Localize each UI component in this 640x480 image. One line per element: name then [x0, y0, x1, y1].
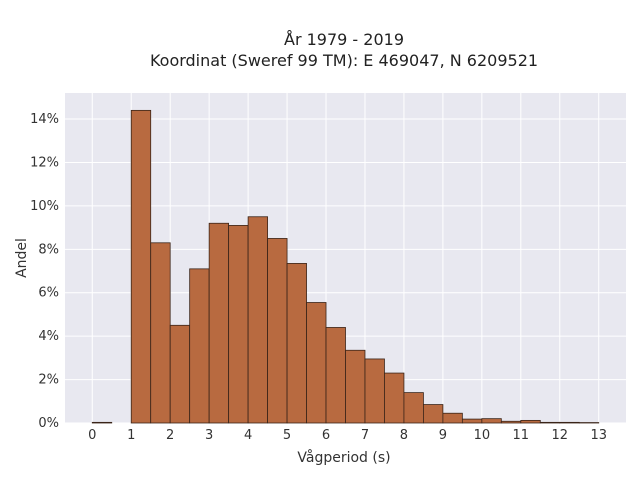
x-tick-label: 12: [551, 428, 568, 443]
chart-title-line1: År 1979 - 2019: [284, 30, 404, 49]
y-tick-label: 0%: [38, 416, 59, 431]
histogram-bar: [461, 418, 483, 424]
histogram-bar: [500, 420, 522, 424]
histogram-bar: [267, 238, 288, 424]
histogram-bar: [325, 327, 346, 424]
histogram-bar: [520, 419, 541, 424]
x-tick-label: 10: [474, 428, 491, 443]
histogram-bar: [150, 242, 171, 424]
histogram-bar: [130, 109, 152, 424]
y-axis-label: Andel: [14, 238, 30, 278]
histogram-bar: [539, 421, 561, 424]
histogram-bar: [247, 216, 268, 424]
histogram-bar: [423, 404, 444, 424]
histogram-bar: [169, 324, 191, 424]
y-tick-label: 14%: [30, 112, 59, 127]
y-tick-label: 8%: [38, 242, 59, 257]
histogram-bar: [481, 418, 502, 424]
y-tick-label: 12%: [30, 155, 59, 170]
x-tick-label: 5: [283, 428, 291, 443]
x-tick-label: 7: [361, 428, 369, 443]
x-tick-label: 8: [400, 428, 408, 443]
histogram-bar: [403, 392, 424, 424]
x-axis-ticks: 0 1 2 3 4 5 6 7 8 9 10 11 12 13: [88, 428, 607, 443]
x-tick-label: 11: [513, 428, 530, 443]
histogram-bar: [442, 412, 463, 424]
histogram-bar: [91, 421, 113, 424]
histogram-bar: [559, 421, 580, 424]
histogram-bar: [384, 372, 405, 424]
x-tick-label: 0: [88, 428, 96, 443]
histogram-bar: [228, 225, 249, 424]
bars: [91, 109, 600, 424]
x-tick-label: 9: [439, 428, 447, 443]
x-tick-label: 2: [166, 428, 174, 443]
y-tick-label: 10%: [30, 199, 59, 214]
chart-title-line2: Koordinat (Sweref 99 TM): E 469047, N 62…: [150, 51, 538, 70]
histogram-bar: [189, 268, 210, 424]
x-tick-label: 1: [127, 428, 135, 443]
histogram-bar: [364, 358, 385, 424]
histogram-bar: [208, 222, 230, 424]
x-tick-label: 6: [322, 428, 330, 443]
x-tick-label: 4: [244, 428, 252, 443]
y-axis-ticks: 0% 2% 4% 6% 8% 10% 12% 14%: [30, 112, 59, 431]
y-tick-label: 6%: [38, 286, 59, 301]
x-tick-label: 13: [590, 428, 607, 443]
histogram-bar: [306, 302, 327, 424]
histogram-bar: [345, 349, 366, 424]
y-tick-label: 2%: [38, 373, 59, 388]
x-tick-label: 3: [205, 428, 213, 443]
x-axis-label: Vågperiod (s): [297, 449, 390, 466]
histogram-bar: [286, 263, 307, 424]
y-tick-label: 4%: [38, 329, 59, 344]
